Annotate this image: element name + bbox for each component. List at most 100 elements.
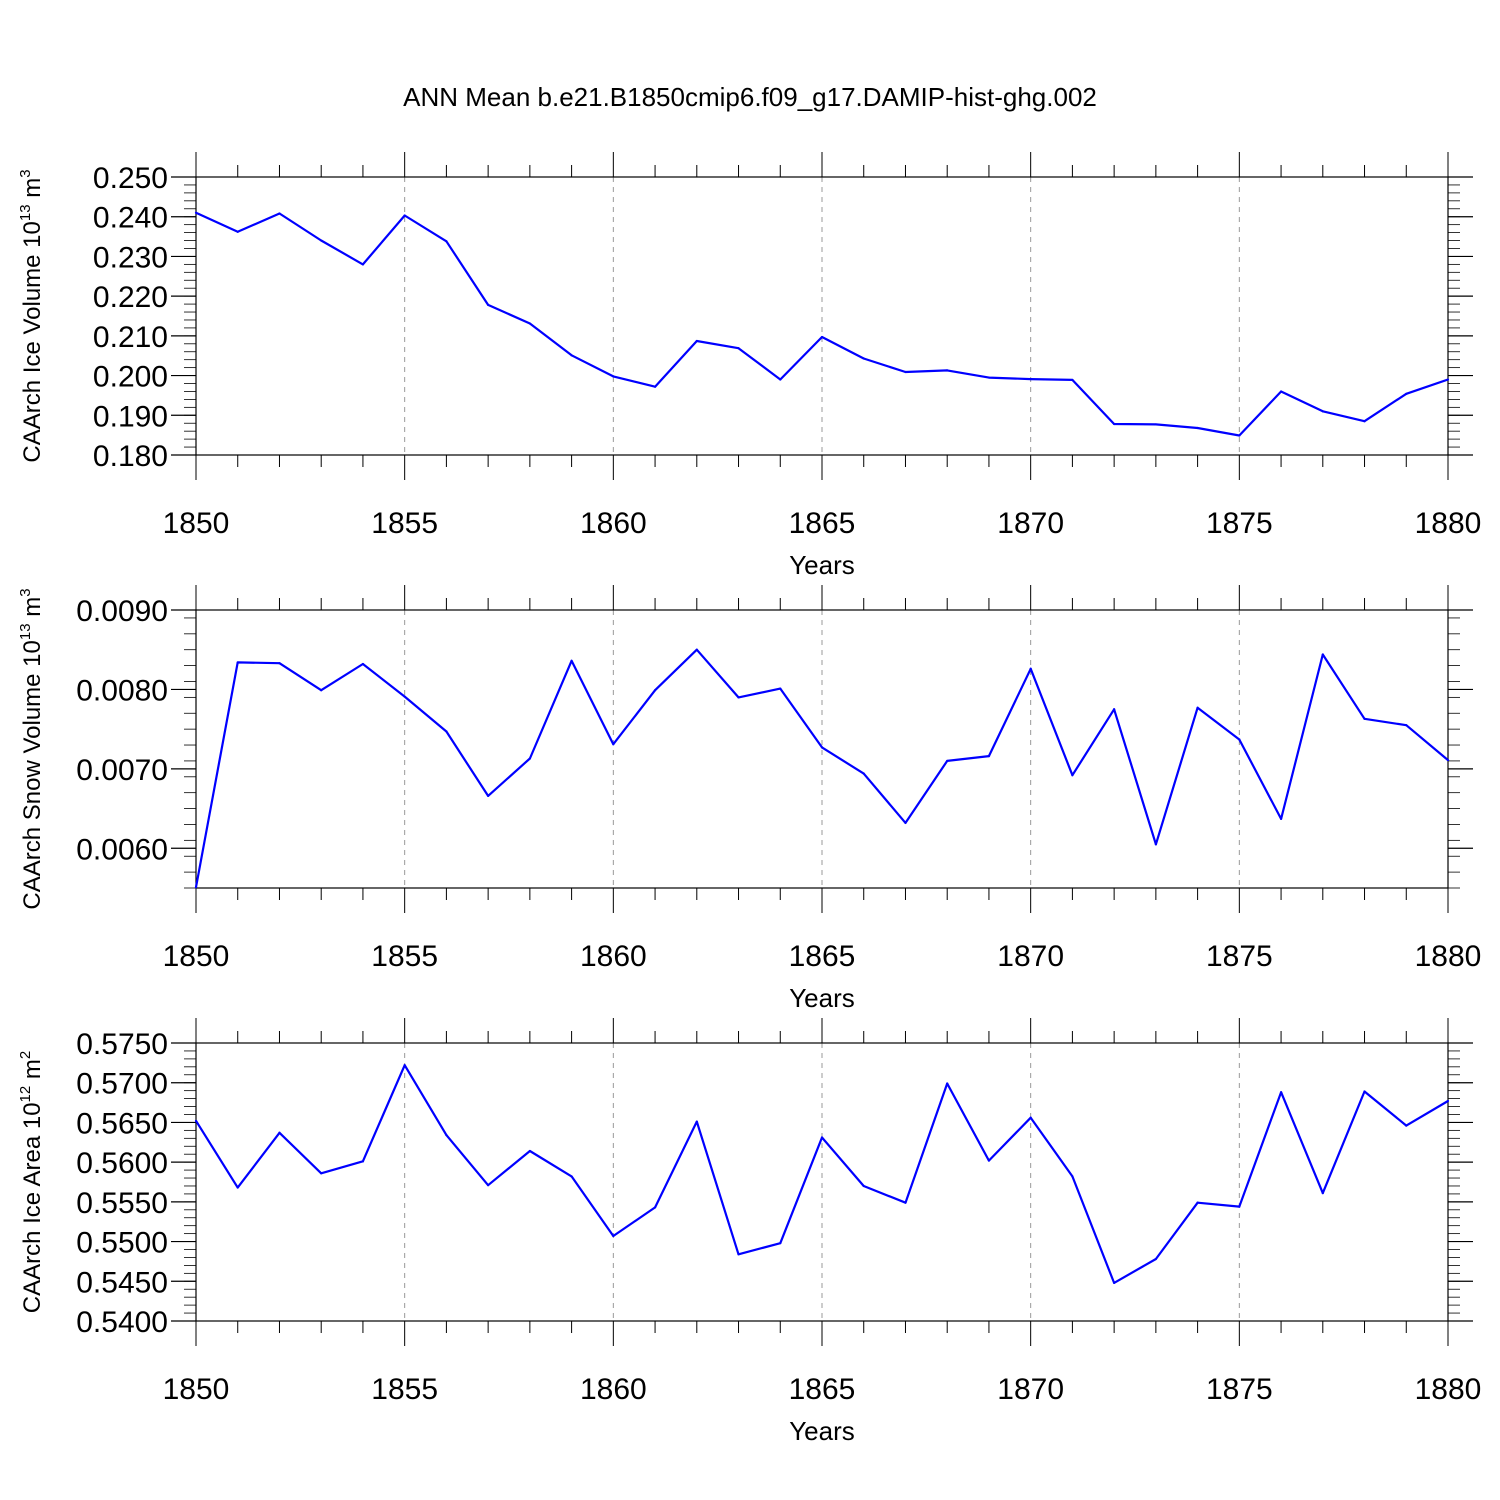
data-point [445, 240, 448, 243]
data-point [1321, 410, 1324, 413]
data-point [1363, 717, 1366, 720]
data-point [862, 357, 865, 360]
data-point [1363, 420, 1366, 423]
data-point [1113, 1281, 1116, 1284]
data-point [1071, 378, 1074, 382]
x-axis-title: Years [789, 550, 855, 580]
x-tick-label: 1860 [580, 507, 647, 540]
data-point [862, 772, 865, 775]
data-point [445, 730, 448, 733]
data-point [987, 1159, 991, 1162]
data-point [1154, 1257, 1157, 1261]
y-tick-label: 0.5700 [76, 1068, 168, 1101]
data-point [653, 689, 657, 692]
data-point [987, 755, 991, 758]
data-point [1029, 667, 1032, 670]
data-point [1196, 1201, 1199, 1204]
data-point [779, 378, 782, 381]
data-point [946, 1082, 949, 1085]
y-axis-title: CAArch Snow Volume 1013 m3 [17, 588, 46, 909]
data-point [403, 695, 406, 698]
data-point [1154, 423, 1157, 426]
data-point [653, 385, 657, 388]
data-point [612, 743, 615, 746]
data-point [236, 661, 239, 664]
data-point [1363, 1090, 1366, 1093]
data-point [403, 214, 406, 217]
data-point [236, 230, 239, 233]
x-axis-title: Years [789, 1416, 855, 1446]
x-tick-label: 1875 [1206, 940, 1273, 973]
x-tick-label: 1880 [1415, 940, 1482, 973]
y-tick-label: 0.190 [93, 400, 168, 433]
x-tick-label: 1865 [789, 1373, 856, 1406]
data-point [820, 335, 824, 339]
chart-panel-2: 0.0060 0.0070 0.0080 0.0090 1850 1855 1860 1865… [17, 585, 1481, 1013]
data-point [403, 1064, 406, 1067]
data-point [1196, 426, 1199, 430]
data-point [1238, 1205, 1241, 1208]
y-tick-label: 0.0090 [76, 595, 168, 628]
data-point [528, 322, 531, 325]
data-point [612, 1234, 615, 1238]
data-point [194, 211, 198, 214]
data-point [1279, 1091, 1283, 1094]
y-tick-label: 0.220 [93, 281, 168, 314]
data-point [946, 369, 949, 372]
data-point [612, 375, 615, 378]
data-point [1405, 392, 1408, 395]
y-tick-label: 0.5450 [76, 1266, 168, 1299]
x-tick-label: 1865 [789, 940, 856, 973]
data-point [1446, 378, 1450, 381]
y-tick-label: 0.230 [93, 241, 168, 274]
x-tick-label: 1850 [163, 940, 230, 973]
data-point [1029, 1116, 1032, 1119]
data-point [946, 759, 949, 763]
data-point [695, 1120, 698, 1123]
data-point [1196, 706, 1199, 709]
series-line [195, 211, 1449, 437]
y-tick-label: 0.5750 [76, 1028, 168, 1061]
y-tick-label: 0.200 [93, 361, 168, 394]
x-tick-label: 1860 [580, 940, 647, 973]
x-tick-label: 1865 [789, 507, 856, 540]
data-point [320, 689, 323, 692]
y-tick-label: 0.5550 [76, 1187, 168, 1220]
data-point [361, 662, 365, 666]
data-point [487, 303, 490, 306]
y-tick-label: 0.0070 [76, 754, 168, 787]
y-tick-label: 0.0060 [76, 833, 168, 866]
x-tick-label: 1855 [371, 940, 438, 973]
data-point [987, 376, 991, 379]
data-point [528, 757, 531, 760]
data-point [487, 1184, 490, 1187]
figure-title: ANN Mean b.e21.B1850cmip6.f09_g17.DAMIP-… [403, 82, 1097, 112]
data-point [445, 1134, 448, 1137]
data-point [1321, 1192, 1324, 1195]
x-tick-label: 1880 [1415, 1373, 1482, 1406]
data-point [1446, 759, 1450, 762]
x-tick-label: 1875 [1206, 1373, 1273, 1406]
x-tick-label: 1870 [997, 940, 1064, 973]
data-point [1113, 708, 1116, 711]
x-tick-label: 1875 [1206, 507, 1273, 540]
x-tick-label: 1850 [163, 507, 230, 540]
y-tick-label: 0.210 [93, 321, 168, 354]
chart-panel-1: 0.180 0.190 0.200 0.210 0.220 0.230 0.240 0.250… [17, 152, 1481, 580]
x-tick-label: 1850 [163, 1373, 230, 1406]
y-tick-label: 0.0080 [76, 674, 168, 707]
data-point [737, 347, 740, 350]
x-tick-label: 1870 [997, 1373, 1064, 1406]
data-point [278, 212, 281, 215]
data-point [1029, 378, 1032, 381]
data-point [1279, 817, 1283, 820]
data-point [194, 1119, 198, 1122]
y-axis-title: CAArch Ice Area 1012 m2 [17, 1051, 46, 1313]
data-point [361, 1160, 365, 1163]
data-point [1405, 1124, 1408, 1127]
y-axis-title: CAArch Ice Volume 1013 m3 [17, 169, 46, 462]
data-point [528, 1149, 531, 1153]
data-point [820, 746, 824, 749]
data-point [904, 821, 907, 824]
data-point [487, 794, 490, 797]
